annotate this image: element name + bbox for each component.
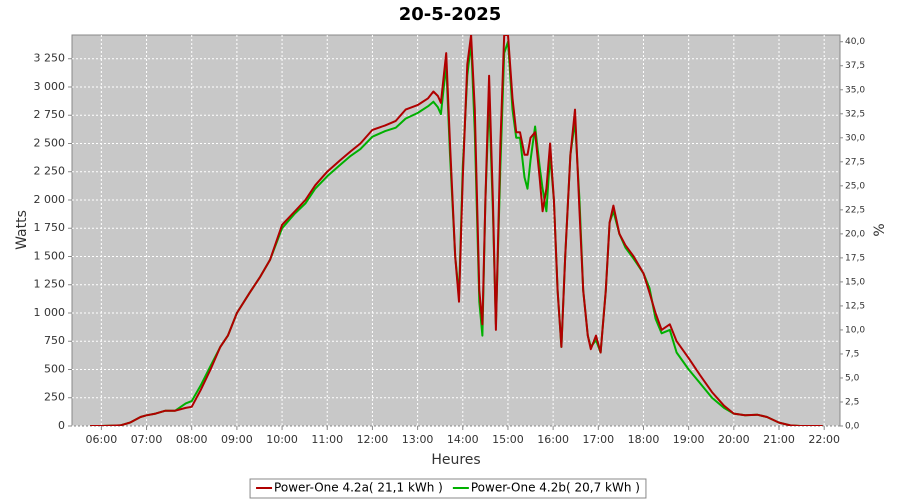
chart-title: 20-5-2025 — [399, 4, 502, 25]
y2-tick-label: 37,5 — [845, 61, 865, 71]
y2-tick-label: 15,0 — [845, 277, 865, 287]
y-tick-label: 0 — [58, 419, 65, 432]
y2-tick-label: 5,0 — [845, 373, 860, 383]
x-tick-label: 22:00 — [808, 433, 840, 446]
y2-tick-label: 40,0 — [845, 37, 865, 47]
y2-axis-title: % — [872, 223, 888, 236]
y-tick-label: 3 000 — [34, 80, 66, 93]
y2-tick-label: 17,5 — [845, 253, 865, 263]
x-tick-label: 08:00 — [176, 433, 208, 446]
x-tick-label: 10:00 — [266, 433, 298, 446]
x-tick-label: 11:00 — [311, 433, 343, 446]
legend-box — [249, 478, 647, 499]
x-tick-label: 21:00 — [763, 433, 795, 446]
y-tick-label: 2 500 — [34, 136, 66, 149]
y-tick-label: 3 250 — [34, 52, 66, 65]
y-tick-label: 250 — [44, 391, 65, 404]
y2-tick-label: 32,5 — [845, 109, 865, 119]
legend: Power-One 4.2a( 21,1 kWh ) Power-One 4.2b… — [249, 478, 647, 499]
x-tick-label: 13:00 — [402, 433, 434, 446]
y-tick-label: 2 250 — [34, 165, 66, 178]
y-tick-label: 1 500 — [34, 249, 66, 262]
x-tick-label: 09:00 — [221, 433, 253, 446]
y2-tick-label: 0,0 — [845, 422, 860, 432]
x-tick-label: 18:00 — [628, 433, 660, 446]
y2-tick-label: 2,5 — [845, 397, 859, 407]
x-tick-label: 16:00 — [537, 433, 569, 446]
y2-tick-label: 10,0 — [845, 325, 865, 335]
y-tick-label: 2 750 — [34, 108, 66, 121]
y-tick-label: 1 000 — [34, 306, 66, 319]
y2-tick-label: 7,5 — [845, 349, 859, 359]
x-tick-label: 15:00 — [492, 433, 524, 446]
y2-tick-label: 30,0 — [845, 133, 865, 143]
y-tick-label: 500 — [44, 362, 65, 375]
series-line — [90, 35, 823, 426]
legend-label: Power-One 4.2b( 20,7 kWh ) — [471, 481, 640, 495]
x-tick-label: 20:00 — [718, 433, 750, 446]
y2-tick-label: 12,5 — [845, 301, 865, 311]
x-tick-label: 07:00 — [131, 433, 163, 446]
legend-label: Power-One 4.2a( 21,1 kWh ) — [274, 481, 443, 495]
y-tick-label: 1 750 — [34, 221, 66, 234]
x-tick-label: 19:00 — [673, 433, 705, 446]
x-axis-title: Heures — [431, 452, 480, 468]
y2-tick-label: 27,5 — [845, 157, 865, 167]
y2-tick-label: 35,0 — [845, 85, 865, 95]
y-tick-label: 2 000 — [34, 193, 66, 206]
y-tick-label: 750 — [44, 334, 65, 347]
x-tick-label: 06:00 — [86, 433, 118, 446]
y2-tick-label: 25,0 — [845, 181, 865, 191]
y2-tick-label: 22,5 — [845, 205, 865, 215]
x-tick-label: 17:00 — [582, 433, 614, 446]
y-tick-label: 1 250 — [34, 278, 66, 291]
plot-area — [71, 34, 841, 427]
x-tick-label: 12:00 — [357, 433, 389, 446]
x-tick-label: 14:00 — [447, 433, 479, 446]
y-axis-title: Watts — [14, 210, 30, 250]
y2-tick-label: 20,0 — [845, 229, 865, 239]
